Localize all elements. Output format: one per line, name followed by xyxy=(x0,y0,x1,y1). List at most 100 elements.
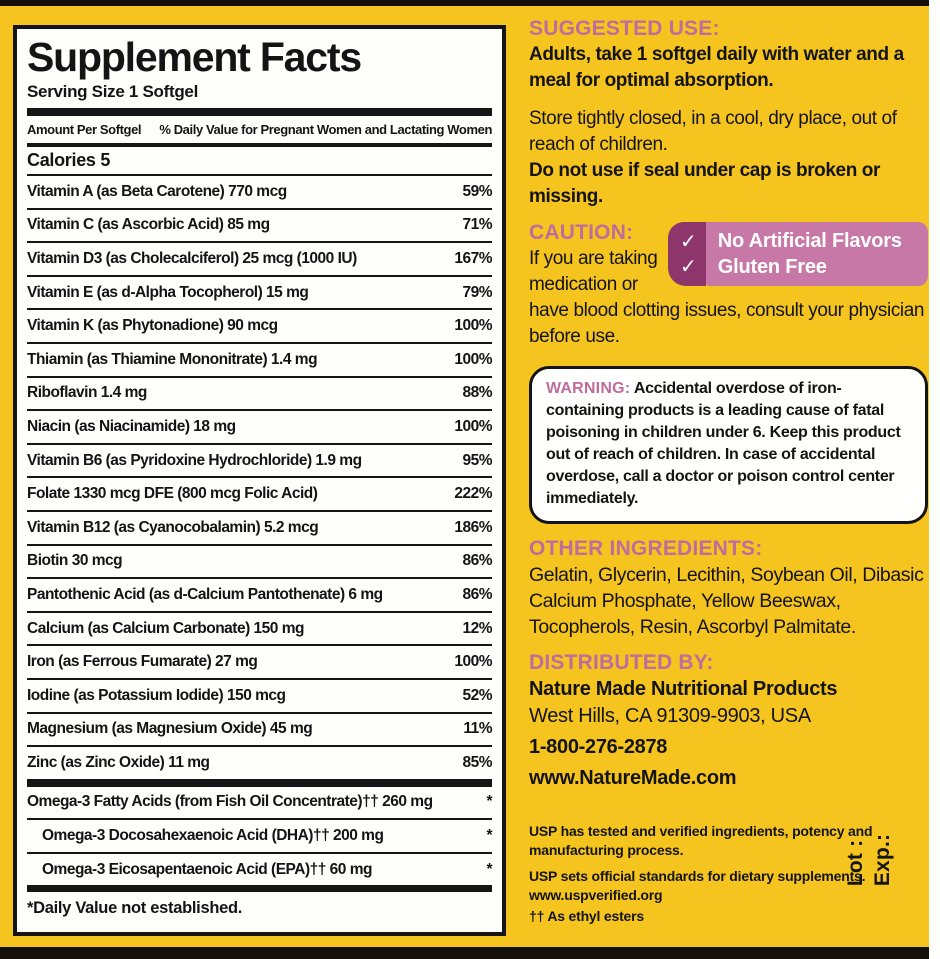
daily-value: 79% xyxy=(462,283,492,301)
table-row: Pantothenic Acid (as d-Calcium Pantothen… xyxy=(27,579,492,613)
label-right-edge xyxy=(929,0,940,959)
nutrient-label: Vitamin B6 (as Pyridoxine Hydrochloride)… xyxy=(27,451,362,469)
usp-verification-block: USP has tested and verified ingredients,… xyxy=(529,822,874,926)
column-header-amount: Amount Per Softgel xyxy=(27,122,142,137)
table-row: Vitamin A (as Beta Carotene) 770 mcg 59% xyxy=(27,176,492,210)
table-row: Omega-3 Eicosapentaenoic Acid (EPA)†† 60… xyxy=(27,854,492,886)
column-header-daily-value: % Daily Value for Pregnant Women and Lac… xyxy=(159,122,492,137)
table-row: Vitamin C (as Ascorbic Acid) 85 mg 71% xyxy=(27,210,492,244)
storage-text: Store tightly closed, in a cool, dry pla… xyxy=(529,108,897,155)
daily-value: 86% xyxy=(462,552,492,570)
nutrient-label: Vitamin C (as Ascorbic Acid) 85 mg xyxy=(27,216,270,234)
other-ingredients-heading: OTHER INGREDIENTS: xyxy=(529,537,763,560)
lot-label: Lot : xyxy=(844,839,868,887)
suggested-use-text: Adults, take 1 softgel daily with water … xyxy=(529,44,904,91)
daily-value: * xyxy=(486,827,492,845)
calories-row: Calories 5 xyxy=(27,147,492,176)
table-row: Iron (as Ferrous Fumarate) 27 mg 100% xyxy=(27,646,492,680)
daily-value: 186% xyxy=(454,518,492,536)
usp-standards-text: USP sets official standards for dietary … xyxy=(529,868,866,884)
table-row: Folate 1330 mcg DFE (800 mcg Folic Acid)… xyxy=(27,478,492,512)
company-name: Nature Made Nutritional Products xyxy=(529,678,838,700)
checkmark-icon: ✓ xyxy=(680,230,697,253)
nutrient-label: Thiamin (as Thiamine Mononitrate) 1.4 mg xyxy=(27,350,318,368)
daily-value: 100% xyxy=(454,417,492,435)
phone-number: 1-800-276-2878 xyxy=(529,736,668,758)
ethyl-esters-note: †† As ethyl esters xyxy=(529,908,644,924)
badge-check-column: ✓ ✓ xyxy=(668,222,706,286)
nutrient-label: Folate 1330 mcg DFE (800 mcg Folic Acid) xyxy=(27,485,318,503)
nutrient-label: Vitamin E (as d-Alpha Tocopherol) 15 mg xyxy=(27,283,309,301)
caution-section: ✓ ✓ No Artificial Flavors Gluten Free CA… xyxy=(529,220,928,350)
table-row: Omega-3 Docosahexaenoic Acid (DHA)†† 200… xyxy=(27,820,492,854)
table-row: Zinc (as Zinc Oxide) 11 mg 85% xyxy=(27,747,492,779)
daily-value: 222% xyxy=(454,485,492,503)
daily-value: * xyxy=(486,793,492,811)
nutrient-label: Omega-3 Docosahexaenoic Acid (DHA)†† 200… xyxy=(42,827,384,845)
table-row: Calcium (as Calcium Carbonate) 150 mg 12… xyxy=(27,613,492,647)
table-row: Vitamin B6 (as Pyridoxine Hydrochloride)… xyxy=(27,445,492,479)
iron-warning-box: WARNING: Accidental overdose of iron-con… xyxy=(529,366,928,524)
table-row: Niacin (as Niacinamide) 18 mg 100% xyxy=(27,411,492,445)
usp-url: www.uspverified.org xyxy=(529,887,663,903)
daily-value-footnote: *Daily Value not established. xyxy=(27,899,243,918)
daily-value: 100% xyxy=(454,317,492,335)
serving-size: Serving Size 1 Softgel xyxy=(27,82,199,101)
daily-value: 86% xyxy=(462,585,492,603)
nutrient-label: Riboflavin 1.4 mg xyxy=(27,384,147,402)
badge-claims: No Artificial Flavors Gluten Free xyxy=(705,222,928,286)
badge-claim-gluten-free: Gluten Free xyxy=(717,256,827,278)
nutrient-label: Iron (as Ferrous Fumarate) 27 mg xyxy=(27,653,258,671)
label-top-edge xyxy=(0,0,929,6)
table-row: Iodine (as Potassium Iodide) 150 mcg 52% xyxy=(27,680,492,714)
exp-label: Exp.: xyxy=(871,833,895,887)
distributed-by-heading: DISTRIBUTED BY: xyxy=(529,651,714,674)
nutrient-label: Omega-3 Fatty Acids (from Fish Oil Conce… xyxy=(27,793,433,811)
divider xyxy=(27,143,492,147)
daily-value: * xyxy=(486,860,492,878)
daily-value: 167% xyxy=(454,249,492,267)
daily-value: 71% xyxy=(462,216,492,234)
divider xyxy=(27,108,492,116)
table-row: Magnesium (as Magnesium Oxide) 45 mg 11% xyxy=(27,714,492,748)
nutrient-label: Vitamin K (as Phytonadione) 90 mcg xyxy=(27,317,278,335)
checkmark-icon: ✓ xyxy=(680,255,697,278)
table-row: Vitamin B12 (as Cyanocobalamin) 5.2 mcg … xyxy=(27,512,492,546)
nutrient-label: Omega-3 Eicosapentaenoic Acid (EPA)†† 60… xyxy=(42,860,372,878)
divider xyxy=(27,778,492,787)
caution-heading: CAUTION: xyxy=(529,221,634,244)
daily-value: 100% xyxy=(454,653,492,671)
usp-tested-text: USP has tested and verified ingredients,… xyxy=(529,823,873,858)
nutrient-label: Biotin 30 mcg xyxy=(27,552,123,570)
daily-value: 85% xyxy=(462,753,492,771)
nutrient-label: Pantothenic Acid (as d-Calcium Pantothen… xyxy=(27,585,383,603)
daily-value: 100% xyxy=(454,350,492,368)
website-url: www.NatureMade.com xyxy=(529,767,737,789)
warning-heading: WARNING: xyxy=(546,380,631,397)
daily-value: 12% xyxy=(462,619,492,637)
caution-text: If you are taking medication or have blo… xyxy=(529,248,925,347)
other-ingredients-text: Gelatin, Glycerin, Lecithin, Soybean Oil… xyxy=(529,564,924,638)
facts-column-header: Amount Per Softgel % Daily Value for Pre… xyxy=(27,116,492,143)
table-row: Thiamin (as Thiamine Mononitrate) 1.4 mg… xyxy=(27,344,492,378)
divider xyxy=(27,885,492,893)
label-bottom-edge xyxy=(0,947,929,959)
table-row: Vitamin E (as d-Alpha Tocopherol) 15 mg … xyxy=(27,277,492,311)
daily-value: 52% xyxy=(462,686,492,704)
table-row: Vitamin K (as Phytonadione) 90 mcg 100% xyxy=(27,310,492,344)
warning-text: Accidental overdose of iron-containing p… xyxy=(546,380,901,507)
badge-claim-no-artificial-flavors: No Artificial Flavors xyxy=(717,230,902,252)
nutrient-label: Vitamin D3 (as Cholecalciferol) 25 mcg (… xyxy=(27,249,357,267)
daily-value: 95% xyxy=(462,451,492,469)
supplement-facts-panel: Supplement Facts Serving Size 1 Softgel … xyxy=(13,25,506,936)
seal-warning-text: Do not use if seal under cap is broken o… xyxy=(529,160,881,207)
info-column: SUGGESTED USE: Adults, take 1 softgel da… xyxy=(529,16,928,926)
claims-badge: ✓ ✓ No Artificial Flavors Gluten Free xyxy=(668,222,928,286)
table-row: Vitamin D3 (as Cholecalciferol) 25 mcg (… xyxy=(27,243,492,277)
table-row: Biotin 30 mcg 86% xyxy=(27,546,492,580)
daily-value: 59% xyxy=(462,182,492,200)
nutrient-label: Zinc (as Zinc Oxide) 11 mg xyxy=(27,753,210,771)
nutrient-label: Vitamin A (as Beta Carotene) 770 mcg xyxy=(27,182,287,200)
nutrient-label: Niacin (as Niacinamide) 18 mg xyxy=(27,417,236,435)
nutrient-label: Iodine (as Potassium Iodide) 150 mcg xyxy=(27,686,286,704)
